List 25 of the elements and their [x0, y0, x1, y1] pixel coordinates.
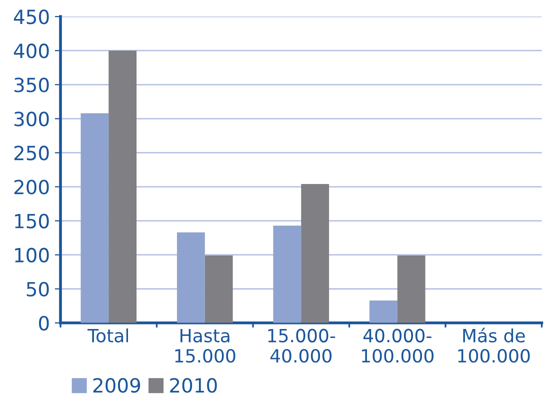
legend-label: 2010	[170, 378, 217, 393]
bar	[273, 226, 302, 323]
y-tick-label: 250	[14, 146, 49, 160]
bar	[397, 256, 426, 323]
y-tick-label: 50	[26, 282, 49, 297]
y-tick-label: 0	[38, 316, 49, 331]
y-tick-label: 400	[14, 44, 49, 58]
x-tick-label: Hasta 15.000	[175, 329, 236, 363]
legend-label: 2009	[93, 378, 140, 393]
bar	[80, 113, 109, 323]
y-tick-label: 100	[15, 248, 49, 263]
bar	[369, 300, 398, 323]
y-tick-label: 150	[15, 214, 49, 228]
x-tick-label: 40.000- 100.000	[362, 328, 434, 363]
y-tick-label: 350	[14, 78, 49, 92]
bar	[176, 232, 205, 323]
x-tick-label: Más de 100.000	[458, 328, 530, 363]
y-tick-label: 300	[14, 112, 49, 126]
y-tick-label: 450	[14, 10, 49, 24]
x-tick-label: Total	[87, 328, 128, 342]
bar	[301, 184, 330, 323]
bar	[204, 256, 233, 323]
bar	[108, 50, 137, 323]
y-tick-label: 200	[14, 180, 49, 194]
x-tick-label: 15.000- 40.000	[268, 328, 336, 363]
